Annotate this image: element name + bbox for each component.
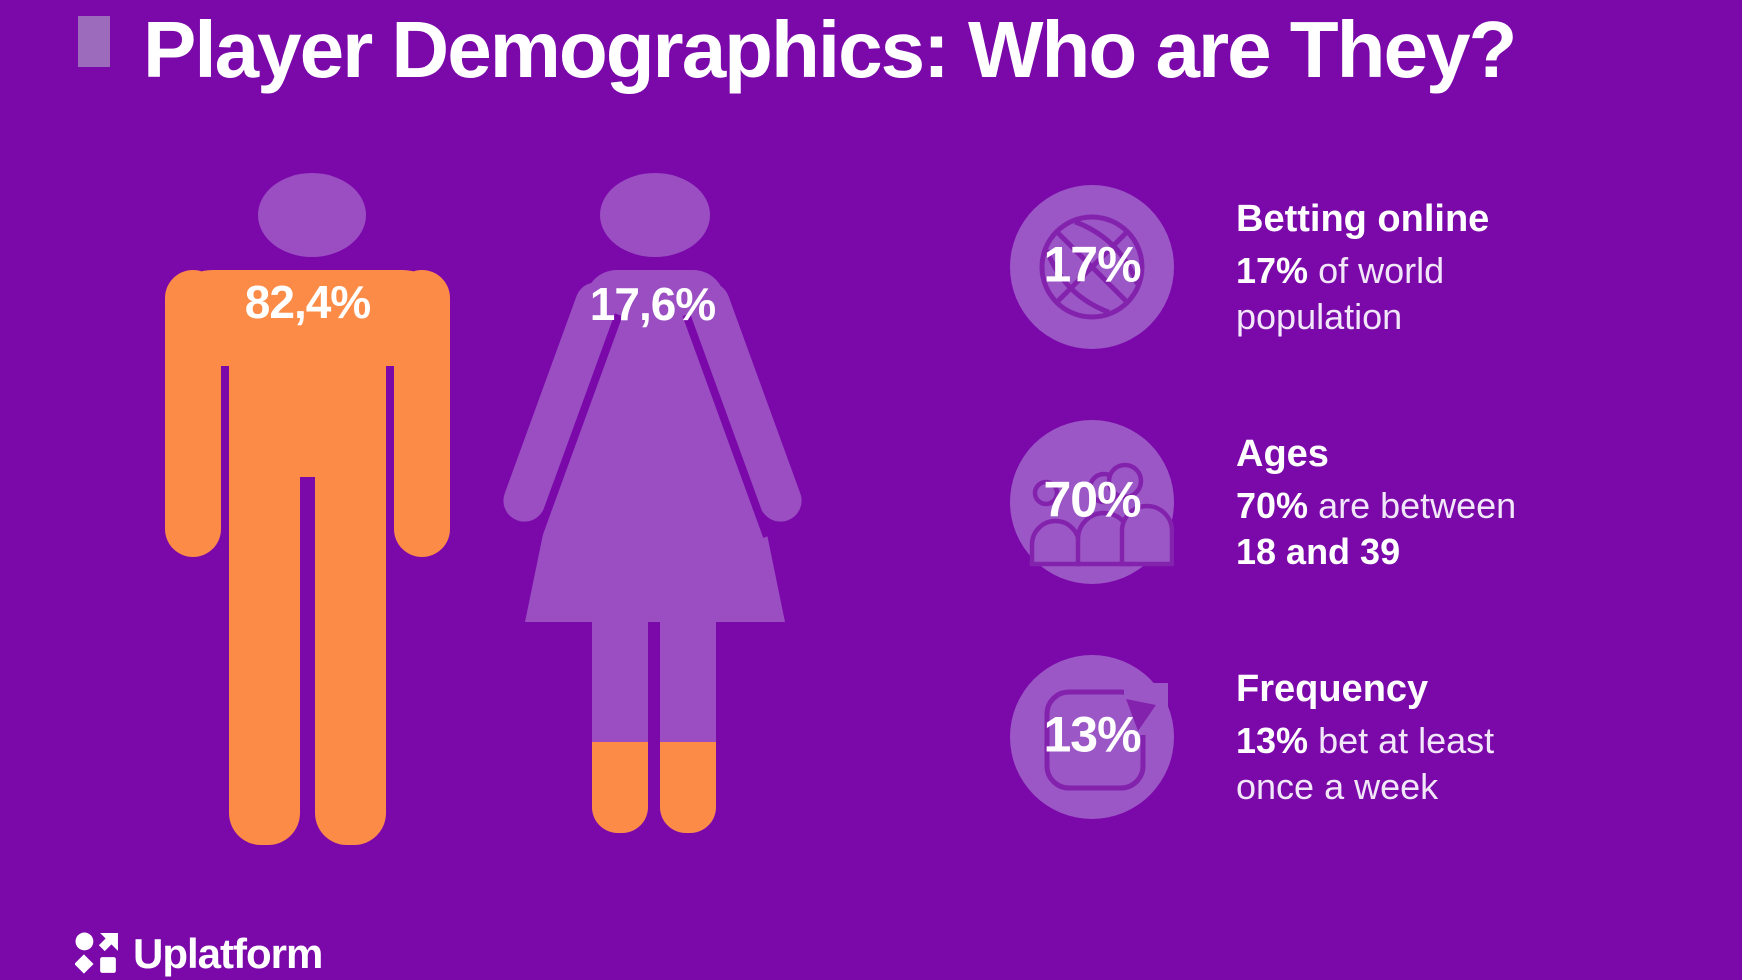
stat-row-frequency: 13% Frequency 13% bet at least once a we… bbox=[1010, 655, 1516, 819]
header: Player Demographics: Who are They? bbox=[78, 5, 1517, 94]
stat-description-line: 17% of world bbox=[1236, 249, 1445, 291]
repeat-icon bbox=[1044, 683, 1168, 791]
title-bullet bbox=[78, 16, 110, 67]
stat-badge: 70% bbox=[1043, 471, 1141, 528]
stat-text: Frequency 13% bet at least once a week bbox=[1236, 665, 1494, 810]
female-share-label: 17,6% bbox=[589, 278, 716, 330]
stat-circle-betting: 17% bbox=[1010, 185, 1174, 349]
brand-name: Uplatform bbox=[133, 930, 323, 977]
stat-heading: Frequency bbox=[1236, 667, 1429, 710]
male-person-icon bbox=[165, 173, 450, 845]
basketball-icon bbox=[1039, 214, 1145, 320]
stat-description-line: 13% bet at least bbox=[1236, 719, 1495, 761]
stat-text: Ages 70% are between 18 and 39 bbox=[1236, 430, 1516, 575]
female-figure: 17,6% bbox=[490, 165, 815, 833]
female-person-icon bbox=[503, 173, 802, 833]
stat-row-ages: 70% Ages 70% are between 18 and 39 bbox=[1010, 420, 1516, 584]
stat-description-line: population bbox=[1236, 295, 1403, 337]
stat-heading: Betting online bbox=[1236, 197, 1490, 240]
stat-row-betting-online: 17% Betting online 17% of world populati… bbox=[1010, 185, 1516, 349]
stat-heading: Ages bbox=[1236, 432, 1329, 475]
stat-description-line: 18 and 39 bbox=[1236, 530, 1401, 572]
footer-brand: Uplatform bbox=[75, 930, 323, 978]
stat-badge: 13% bbox=[1043, 706, 1141, 763]
uplatform-logo-icon bbox=[75, 932, 118, 974]
page-title: Player Demographics: Who are They? bbox=[143, 5, 1517, 94]
male-share-label: 82,4% bbox=[244, 276, 371, 328]
people-icon bbox=[1029, 462, 1174, 567]
male-figure: 82,4% bbox=[165, 165, 450, 845]
stats-column: 17% Betting online 17% of world populati… bbox=[1010, 185, 1516, 819]
stat-circle-frequency: 13% bbox=[1010, 655, 1174, 819]
stat-description-line: once a week bbox=[1236, 765, 1439, 807]
stat-text: Betting online 17% of world population bbox=[1236, 195, 1489, 340]
stat-circle-ages: 70% bbox=[1010, 420, 1174, 584]
stat-badge: 17% bbox=[1043, 236, 1141, 293]
stat-description-line: 70% are between bbox=[1236, 484, 1517, 526]
